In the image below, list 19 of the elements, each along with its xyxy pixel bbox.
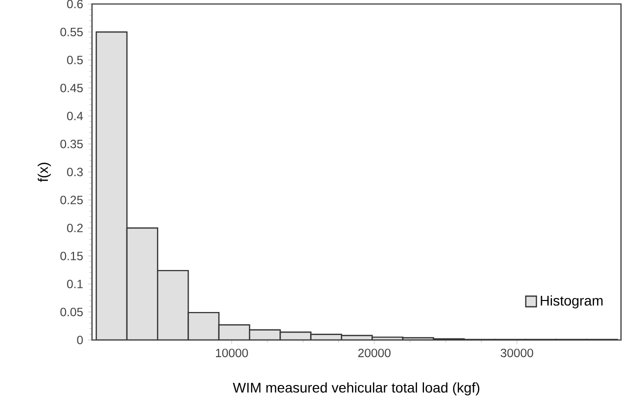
y-tick-label: 0.3	[67, 168, 83, 176]
y-tick-label: 0.35	[60, 140, 83, 148]
x-tick-label: 20000	[358, 348, 391, 358]
y-tick-label: 0.55	[60, 28, 83, 36]
y-tick-label: 0.6	[67, 0, 83, 8]
y-tick-label: 0.5	[67, 56, 83, 64]
y-tick-label: 0.4	[67, 112, 83, 120]
x-tick-label: 30000	[500, 348, 534, 358]
y-axis-title: f(x)	[38, 162, 51, 182]
y-tick-label: 0.1	[67, 280, 83, 288]
y-tick-label: 0.05	[60, 308, 83, 316]
y-tick-label: 0.15	[60, 252, 83, 260]
legend-label: Histogram	[540, 295, 603, 308]
y-tick-label: 0.25	[60, 196, 83, 204]
x-tick-label: 10000	[216, 348, 248, 358]
x-axis-title: WIM measured vehicular total load (kgf)	[232, 382, 480, 396]
y-tick-label: 0	[77, 336, 83, 344]
y-tick-label: 0.2	[67, 224, 83, 232]
y-tick-label: 0.45	[60, 84, 83, 92]
